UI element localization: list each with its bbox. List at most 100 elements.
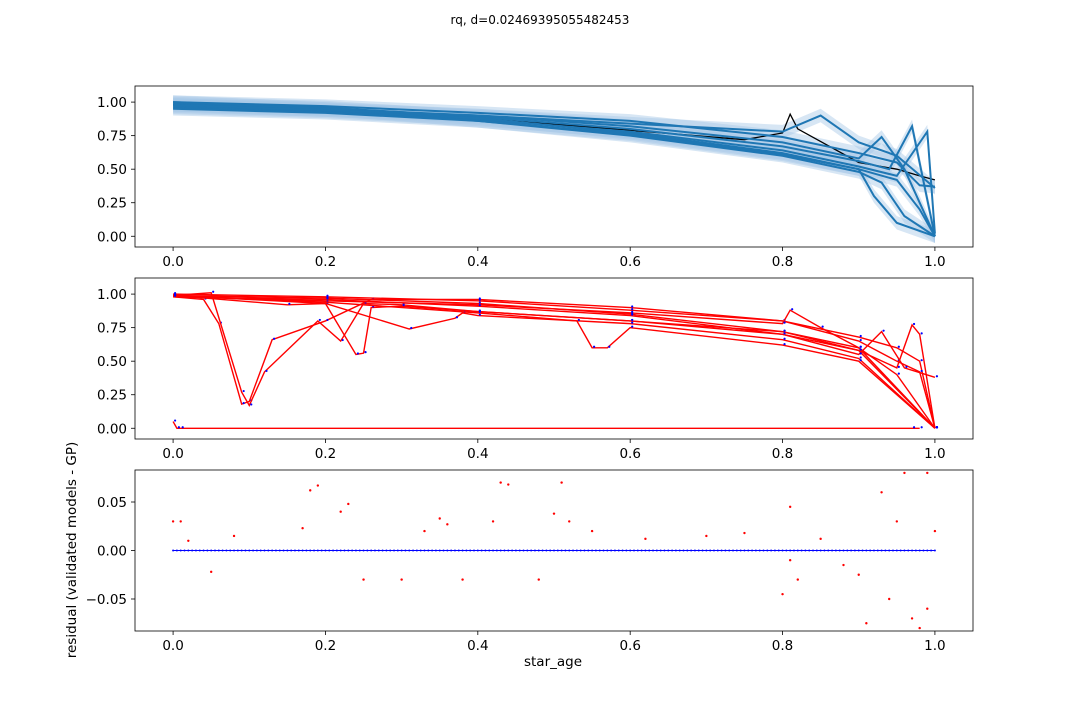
residual-point	[918, 467, 920, 469]
uncertainty-band	[173, 98, 935, 243]
sample-point	[318, 318, 321, 322]
sample-point	[859, 345, 862, 348]
y-tick-label: 0.50	[97, 162, 127, 178]
panel-top: 0.0 0.2 0.4 0.6 0.8 1.0 0.00 0.25 0.50 0.75 1.00	[97, 85, 974, 270]
sample-point	[859, 352, 862, 355]
x-tick-label: 0.8	[772, 638, 793, 654]
sample-point	[478, 310, 481, 313]
model-line	[173, 294, 936, 429]
residual-point	[918, 626, 921, 630]
sample-point	[478, 298, 481, 301]
x-axis-label: star_age	[524, 654, 582, 670]
y-tick-label: 0.75	[97, 321, 127, 337]
sample-point	[882, 329, 885, 332]
model-line	[173, 293, 936, 429]
y-axis-label: residual (validated models - GP)	[64, 442, 80, 659]
residual-point	[560, 481, 563, 484]
sample-point	[265, 369, 268, 373]
x-tick-label: 0.0	[162, 638, 183, 654]
sample-point	[577, 318, 580, 322]
residual-point	[179, 520, 182, 523]
residual-point	[857, 573, 860, 576]
sample-point	[181, 426, 184, 429]
residual-point	[347, 502, 350, 506]
residual-point	[301, 526, 304, 530]
residual-point	[537, 578, 540, 581]
sample-point	[608, 345, 611, 348]
sample-point	[455, 316, 459, 319]
model-line	[173, 294, 936, 429]
sample-point	[478, 313, 481, 316]
residual-point	[400, 578, 403, 581]
sample-point	[859, 348, 862, 351]
y-tick-label: 0.25	[97, 196, 127, 212]
sample-point	[631, 318, 634, 322]
plot-area	[173, 95, 936, 243]
residual-point	[903, 471, 906, 475]
x-tick-label: 0.6	[619, 638, 640, 654]
sample-point	[173, 419, 177, 422]
model-line	[173, 292, 936, 429]
residual-point	[933, 529, 937, 533]
residual-point	[171, 520, 175, 523]
model-line	[172, 421, 920, 429]
residual-point	[865, 622, 868, 625]
residual-point	[568, 520, 571, 523]
residual-point	[507, 483, 510, 486]
sample-point	[821, 325, 824, 328]
gp-line	[173, 103, 936, 189]
sample-point	[859, 359, 862, 362]
sample-point	[212, 290, 215, 293]
residual-point	[187, 539, 190, 543]
sample-point	[631, 308, 634, 311]
sample-point	[935, 426, 939, 429]
sample-point	[783, 342, 786, 346]
sample-point	[905, 365, 908, 368]
residual-point	[926, 607, 929, 610]
sample-point	[341, 338, 344, 342]
residual-point	[438, 517, 441, 520]
y-tick-label: 0.00	[97, 544, 127, 560]
gp-line	[173, 105, 936, 237]
sample-point	[177, 426, 180, 429]
residual-point	[590, 529, 594, 533]
residual-point	[552, 512, 556, 515]
residual-point	[819, 537, 822, 541]
residual-point	[788, 505, 792, 509]
residual-point	[781, 592, 784, 596]
sample-point	[912, 322, 916, 326]
x-tick-label: 1.0	[924, 638, 945, 654]
residual-point	[788, 558, 792, 562]
x-tick-label: 1.0	[924, 254, 945, 270]
sample-point	[783, 321, 786, 324]
x-tick-label: 0.6	[619, 254, 640, 270]
sample-point	[935, 375, 939, 378]
sample-point	[783, 329, 786, 332]
sample-point	[410, 326, 413, 330]
panel-bottom: 0.0 0.2 0.4 0.6 0.8 1.0 −0.05 0.00 0.05	[86, 467, 974, 654]
sample-point	[912, 426, 916, 429]
sample-point	[783, 337, 786, 340]
residual-point	[461, 578, 464, 581]
residual-point	[796, 578, 799, 581]
sample-point	[173, 294, 177, 297]
x-tick-label: 0.4	[467, 638, 488, 654]
y-tick-label: 0.25	[97, 388, 127, 404]
residual-point	[926, 471, 929, 475]
sample-point	[242, 402, 245, 405]
gp-line	[173, 106, 936, 234]
sample-point	[273, 337, 276, 340]
residual-point	[743, 531, 746, 535]
x-tick-label: 0.2	[315, 638, 336, 654]
sample-point	[326, 297, 329, 300]
residual-point	[888, 597, 891, 601]
figure-title: rq, d=0.02469395055482453	[451, 13, 630, 27]
sample-point	[859, 356, 862, 359]
x-tick-label: 0.0	[162, 254, 183, 270]
x-tick-label: 1.0	[924, 446, 945, 462]
sample-point	[326, 318, 329, 322]
y-tick-label: 0.05	[97, 495, 127, 511]
sample-point	[356, 352, 360, 355]
residual-point	[232, 534, 236, 538]
